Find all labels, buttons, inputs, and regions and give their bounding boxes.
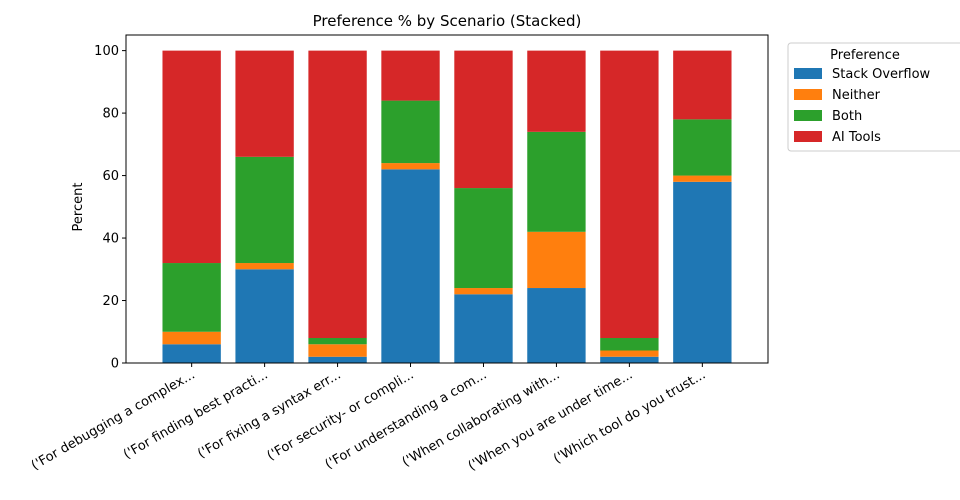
- y-tick-label: 80: [102, 107, 119, 122]
- x-axis: ('For debugging a complex...('For findin…: [29, 363, 708, 474]
- bar-ai-tools-2: [235, 50, 294, 157]
- bar-stack-overflow-3: [308, 356, 367, 363]
- legend-swatch-ai-tools: [794, 131, 822, 142]
- legend-swatch-stack-overflow: [794, 68, 822, 79]
- legend-label-ai-tools: AI Tools: [832, 130, 881, 145]
- y-tick-label: 0: [111, 357, 119, 372]
- bar-neither-5: [454, 288, 513, 295]
- legend-swatch-neither: [794, 89, 822, 100]
- bar-ai-tools-4: [381, 50, 440, 101]
- y-tick-label: 20: [102, 294, 119, 309]
- bar-ai-tools-3: [308, 50, 367, 339]
- bar-neither-4: [381, 163, 440, 170]
- bar-both-3: [308, 338, 367, 345]
- bar-both-6: [527, 131, 586, 232]
- bar-neither-3: [308, 344, 367, 357]
- bar-stack-overflow-2: [235, 269, 294, 363]
- legend: Preference Stack Overflow Neither Both AI T…: [787, 42, 960, 152]
- legend-title: Preference: [830, 48, 900, 63]
- y-tick-label: 100: [94, 44, 119, 59]
- y-axis: 0 20 40 60 80 100: [94, 44, 126, 372]
- legend-label-both: Both: [832, 109, 862, 124]
- legend-box: [787, 42, 960, 152]
- bar-both-5: [454, 188, 513, 289]
- bar-stack-overflow-7: [600, 356, 659, 363]
- legend-label-neither: Neither: [832, 88, 881, 103]
- bar-stack-overflow-5: [454, 294, 513, 363]
- bar-stack-overflow-6: [527, 288, 586, 363]
- bar-both-7: [600, 338, 659, 351]
- bar-neither-1: [162, 331, 221, 345]
- bar-stack-overflow-4: [381, 169, 440, 363]
- legend-swatch-both: [794, 110, 822, 121]
- bar-stack-overflow-1: [162, 344, 221, 363]
- bar-ai-tools-5: [454, 50, 513, 189]
- plot-frame: [125, 34, 769, 364]
- bar-both-8: [673, 119, 732, 176]
- bar-neither-8: [673, 175, 732, 182]
- bar-both-2: [235, 156, 294, 264]
- bar-ai-tools-7: [600, 50, 659, 339]
- bar-neither-2: [235, 263, 294, 270]
- bar-both-4: [381, 100, 440, 164]
- legend-items: Stack Overflow Neither Both AI Tools: [794, 67, 931, 145]
- y-axis-label: Percent: [71, 183, 86, 232]
- bar-ai-tools-6: [527, 50, 586, 132]
- bar-ai-tools-1: [162, 50, 221, 264]
- y-tick-label: 40: [102, 232, 119, 247]
- bar-neither-6: [527, 231, 586, 289]
- bar-stack-overflow-8: [673, 181, 732, 363]
- bar-neither-7: [600, 350, 659, 357]
- bar-ai-tools-8: [673, 50, 732, 120]
- bar-both-1: [162, 263, 221, 332]
- chart-title: Preference % by Scenario (Stacked): [313, 12, 582, 30]
- y-tick-label: 60: [102, 169, 119, 184]
- bars-group: [162, 50, 732, 363]
- legend-label-stack-overflow: Stack Overflow: [832, 67, 931, 82]
